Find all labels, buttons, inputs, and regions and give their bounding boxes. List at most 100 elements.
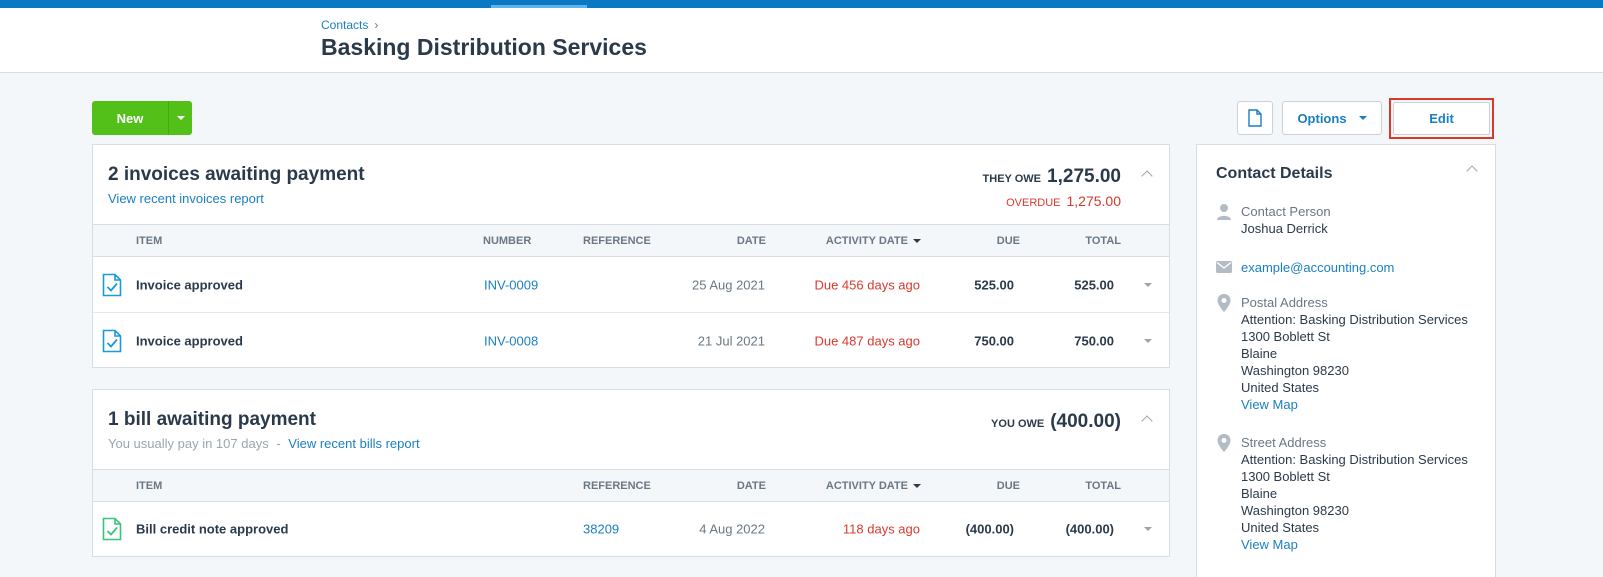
view-bills-report-link[interactable]: View recent bills report: [288, 436, 420, 451]
new-button[interactable]: New: [92, 101, 192, 135]
row-caret-down-icon[interactable]: [1144, 282, 1152, 287]
edit-button-highlight: [1389, 98, 1494, 139]
edit-button[interactable]: Edit: [1393, 102, 1490, 135]
row-caret-down-icon[interactable]: [1144, 527, 1152, 531]
contact-person-block: Contact Person Joshua Derrick: [1216, 203, 1331, 237]
col-activity-date[interactable]: ACTIVITY DATE: [826, 235, 921, 247]
overdue-amount: 1,275.00: [1066, 193, 1122, 209]
street-line: Blaine: [1241, 486, 1278, 501]
row-item: Invoice approved: [136, 277, 243, 292]
chevron-right-icon: ›: [374, 18, 379, 32]
postal-line: 1300 Boblett St: [1241, 329, 1330, 344]
col-total[interactable]: TOTAL: [1085, 234, 1121, 247]
table-row[interactable]: Invoice approved INV-0008 21 Jul 2021 Du…: [93, 313, 1169, 369]
street-address-label: Street Address: [1241, 435, 1327, 450]
chevron-up-icon[interactable]: [1466, 165, 1478, 177]
row-activity: 118 days ago: [842, 521, 920, 537]
row-due: (400.00): [965, 521, 1014, 537]
new-dropdown-toggle[interactable]: [168, 101, 192, 135]
row-activity: Due 456 days ago: [814, 277, 920, 292]
postal-line: Attention: Basking Distribution Services: [1241, 312, 1468, 327]
row-item: Bill credit note approved: [136, 521, 289, 537]
street-line: 1300 Boblett St: [1241, 469, 1330, 484]
invoices-panel-header: 2 invoices awaiting payment View recent …: [93, 145, 1169, 225]
options-button[interactable]: Options: [1282, 101, 1382, 135]
col-number[interactable]: NUMBER: [483, 234, 532, 247]
col-reference[interactable]: REFERENCE: [583, 234, 651, 247]
row-number-link[interactable]: INV-0008: [484, 333, 539, 349]
bills-panel: 1 bill awaiting payment You usually pay …: [92, 389, 1170, 557]
contact-email-link[interactable]: example@accounting.com: [1241, 260, 1395, 275]
row-due: 525.00: [974, 277, 1014, 292]
postal-address-block: Postal Address Attention: Basking Distri…: [1216, 294, 1468, 413]
map-pin-icon: [1217, 434, 1231, 452]
postal-view-map-link[interactable]: View Map: [1241, 397, 1298, 412]
street-view-map-link[interactable]: View Map: [1241, 537, 1298, 552]
contact-details-title: Contact Details: [1216, 165, 1333, 182]
row-total: 750.00: [1074, 333, 1114, 349]
col-reference[interactable]: REFERENCE: [583, 479, 651, 492]
invoices-title: 2 invoices awaiting payment: [108, 164, 365, 185]
col-activity-date-label: ACTIVITY DATE: [825, 234, 908, 247]
row-total: 525.00: [1074, 277, 1114, 292]
person-icon: [1217, 204, 1231, 220]
you-owe-summary: YOU OWE (400.00): [991, 411, 1121, 433]
row-number-link[interactable]: INV-0009: [484, 277, 539, 292]
row-caret-down-icon[interactable]: [1144, 339, 1152, 343]
print-document-button[interactable]: [1237, 101, 1273, 135]
postal-line: Washington 98230: [1241, 363, 1349, 378]
invoices-panel: 2 invoices awaiting payment View recent …: [92, 144, 1170, 368]
top-brand-bar: [0, 0, 1603, 8]
col-activity-date-label: ACTIVITY DATE: [825, 479, 908, 492]
breadcrumb: Contacts ›: [321, 18, 378, 32]
overdue-summary: OVERDUE 1,275.00: [1006, 193, 1121, 209]
chevron-up-icon[interactable]: [1141, 415, 1153, 427]
invoice-check-icon: [102, 329, 122, 353]
breadcrumb-contacts-link[interactable]: Contacts: [321, 18, 369, 32]
row-date: 21 Jul 2021: [697, 333, 765, 349]
invoices-subtitle: View recent invoices report: [108, 191, 264, 206]
col-item: ITEM: [136, 479, 163, 492]
row-date: 4 Aug 2022: [699, 521, 765, 537]
street-line: Washington 98230: [1241, 503, 1349, 518]
overdue-label: OVERDUE: [1006, 197, 1061, 209]
table-row[interactable]: Invoice approved INV-0009 25 Aug 2021 Du…: [93, 257, 1169, 313]
col-due[interactable]: DUE: [996, 234, 1020, 247]
row-total: (400.00): [1065, 521, 1114, 537]
envelope-icon: [1216, 261, 1232, 273]
sort-caret-down-icon: [913, 238, 921, 243]
invoices-table-header: ITEM NUMBER REFERENCE DATE ACTIVITY DATE…: [93, 225, 1169, 257]
table-row[interactable]: Bill credit note approved 38209 4 Aug 20…: [93, 502, 1169, 556]
invoice-check-icon: [102, 273, 122, 296]
bills-panel-header: 1 bill awaiting payment You usually pay …: [93, 390, 1169, 470]
postal-line: United States: [1241, 380, 1320, 395]
postal-address-label: Postal Address: [1241, 295, 1328, 310]
col-total[interactable]: TOTAL: [1085, 479, 1121, 492]
chevron-up-icon[interactable]: [1141, 170, 1153, 182]
bill-check-icon: [102, 517, 122, 541]
map-pin-icon: [1217, 294, 1231, 312]
you-owe-label: YOU OWE: [991, 418, 1045, 430]
email-block: example@accounting.com: [1216, 259, 1394, 276]
they-owe-label: THEY OWE: [982, 173, 1042, 185]
contact-person-name: Joshua Derrick: [1241, 221, 1328, 236]
col-activity-date[interactable]: ACTIVITY DATE: [826, 480, 921, 492]
bills-table-header: ITEM REFERENCE DATE ACTIVITY DATE DUE TO…: [93, 470, 1169, 502]
col-due[interactable]: DUE: [996, 479, 1020, 492]
row-item: Invoice approved: [136, 333, 243, 349]
col-date[interactable]: DATE: [736, 479, 766, 492]
they-owe-amount: 1,275.00: [1047, 166, 1121, 187]
document-icon: [1248, 109, 1262, 127]
caret-down-icon: [1358, 116, 1367, 120]
col-date[interactable]: DATE: [736, 234, 766, 247]
street-address-block: Street Address Attention: Basking Distri…: [1216, 434, 1468, 553]
row-reference-link[interactable]: 38209: [583, 521, 620, 537]
row-due: 750.00: [974, 333, 1014, 349]
contact-details-panel: Contact Details Contact Person Joshua De…: [1196, 144, 1496, 577]
usually-pay-text: You usually pay in 107 days: [108, 436, 269, 451]
col-item: ITEM: [136, 234, 163, 247]
edit-button-label: Edit: [1429, 111, 1454, 126]
page-header: Contacts › Basking Distribution Services: [0, 8, 1603, 73]
subtitle-dash: -: [276, 436, 281, 451]
view-invoices-report-link[interactable]: View recent invoices report: [108, 191, 264, 206]
